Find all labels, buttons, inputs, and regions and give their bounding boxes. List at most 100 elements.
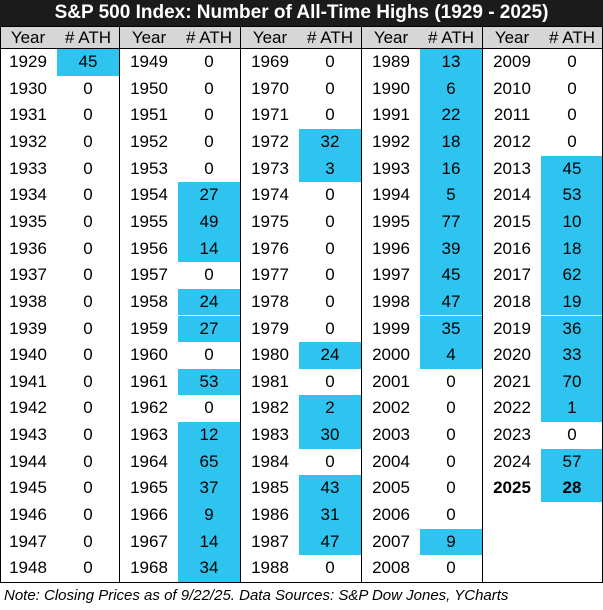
year-cell: 1943 <box>9 425 47 445</box>
table-row: 1988 0 <box>242 555 362 582</box>
table-row: 1932 0 <box>0 129 120 156</box>
year-cell: 1990 <box>372 78 410 98</box>
year-cell: 1944 <box>9 451 47 471</box>
table-row: 1973 3 <box>242 155 362 183</box>
year-cell: 1939 <box>9 318 47 338</box>
table-row: 2008 0 <box>363 555 483 582</box>
ath-count-cell: 0 <box>83 105 93 125</box>
ath-count-cell: 9 <box>178 502 240 529</box>
ath-count-cell: 0 <box>325 78 335 98</box>
year-cell: 1993 <box>372 158 410 178</box>
header-ath: # ATH <box>428 28 474 47</box>
table-row: 1980 24 <box>242 342 362 369</box>
ath-count-cell: 0 <box>567 105 577 125</box>
table-title: S&P 500 Index: Number of All-Time Highs … <box>0 0 603 26</box>
table-row: 1992 18 <box>363 128 483 156</box>
year-cell: 1935 <box>9 211 47 231</box>
table-row: 1967 14 <box>121 528 241 556</box>
ath-count-cell: 27 <box>178 315 240 343</box>
ath-count-cell: 0 <box>567 52 577 71</box>
ath-count-cell: 57 <box>541 448 603 476</box>
ath-count-cell: 53 <box>178 368 240 396</box>
ath-count-cell: 14 <box>178 235 240 263</box>
ath-count-cell: 4 <box>420 342 482 369</box>
table-row: 1964 65 <box>121 448 241 476</box>
table-row: 1962 0 <box>121 395 241 422</box>
year-cell: 2000 <box>372 345 410 365</box>
year-cell: 2017 <box>493 265 531 285</box>
table-row: 1986 31 <box>242 502 362 529</box>
table-row: 1948 0 <box>0 555 120 582</box>
table-row: 2009 0 <box>484 49 603 76</box>
header-ath: # ATH <box>186 28 232 47</box>
year-cell: 1950 <box>130 78 168 98</box>
table-row: 1970 0 <box>242 76 362 103</box>
ath-count-cell: 0 <box>446 558 456 578</box>
year-cell: 1946 <box>9 505 47 525</box>
table-row: 2016 18 <box>484 235 603 263</box>
ath-count-cell: 13 <box>420 49 482 76</box>
table-row: 1953 0 <box>121 156 241 183</box>
ath-table: 1929 45 1930 0 1931 0 1932 0 1933 0 1934 0 1935 0 1936… <box>0 49 603 582</box>
year-cell: 2010 <box>493 78 531 98</box>
ath-count-cell: 0 <box>325 265 335 285</box>
year-cell: 1991 <box>372 105 410 125</box>
ath-count-cell: 47 <box>420 288 482 316</box>
ath-count-cell: 0 <box>204 78 214 98</box>
year-cell: 1942 <box>9 398 47 418</box>
year-cell: 1930 <box>9 78 47 98</box>
year-cell: 1932 <box>9 131 47 151</box>
column-divider <box>119 26 120 582</box>
table-row: 1987 47 <box>242 528 362 556</box>
table-row: 1936 0 <box>0 236 120 263</box>
year-cell: 2001 <box>372 371 410 391</box>
table-row: 2003 0 <box>363 422 483 449</box>
table-row: 1994 5 <box>363 182 483 209</box>
year-cell: 2021 <box>493 371 531 391</box>
table-row: 2025 28 <box>484 475 603 503</box>
ath-count-cell: 0 <box>204 105 214 125</box>
ath-count-cell: 0 <box>325 52 335 71</box>
year-cell: 2005 <box>372 478 410 498</box>
ath-count-cell: 33 <box>541 342 603 369</box>
table-row: 1947 0 <box>0 529 120 556</box>
ath-count-cell: 0 <box>83 371 93 391</box>
ath-count-cell: 45 <box>420 262 482 289</box>
table-row: 1959 27 <box>121 315 241 343</box>
table-row: 1933 0 <box>0 156 120 183</box>
year-cell: 2024 <box>493 451 531 471</box>
table-row: 2022 1 <box>484 395 603 423</box>
ath-count-cell: 27 <box>178 182 240 209</box>
table-row: 2007 9 <box>363 528 483 556</box>
column-divider <box>482 26 483 582</box>
table-row: 1998 47 <box>363 288 483 316</box>
year-cell: 1981 <box>251 371 289 391</box>
year-cell: 1929 <box>9 52 47 71</box>
table-row: 2024 57 <box>484 448 603 476</box>
year-cell: 1947 <box>9 531 47 551</box>
table-row: 1961 53 <box>121 368 241 396</box>
table-row: 2010 0 <box>484 76 603 103</box>
ath-count-cell: 28 <box>541 475 603 503</box>
table-row: 1940 0 <box>0 342 120 369</box>
ath-count-cell: 0 <box>83 478 93 498</box>
table-row: 2018 19 <box>484 288 603 316</box>
year-cell: 1999 <box>372 318 410 338</box>
year-cell: 1967 <box>130 531 168 551</box>
table-row: 1930 0 <box>0 76 120 103</box>
table-column-group: 1969 0 1970 0 1971 0 1972 32 1973 3 1974 0 1975 0 1976… <box>242 49 361 582</box>
table-row: 2020 33 <box>484 342 603 369</box>
ath-count-cell: 24 <box>299 342 361 369</box>
year-cell: 1938 <box>9 291 47 311</box>
year-cell: 1965 <box>130 478 168 498</box>
year-cell: 1979 <box>251 318 289 338</box>
ath-count-cell: 0 <box>83 398 93 418</box>
header-ath: # ATH <box>65 28 111 47</box>
table-row: 2001 0 <box>363 369 483 396</box>
year-cell: 2014 <box>493 185 531 205</box>
table-row: 1979 0 <box>242 316 362 343</box>
year-cell: 1980 <box>251 345 289 365</box>
year-cell: 2004 <box>372 451 410 471</box>
year-cell: 2025 <box>493 478 531 498</box>
ath-count-cell: 0 <box>204 398 214 418</box>
